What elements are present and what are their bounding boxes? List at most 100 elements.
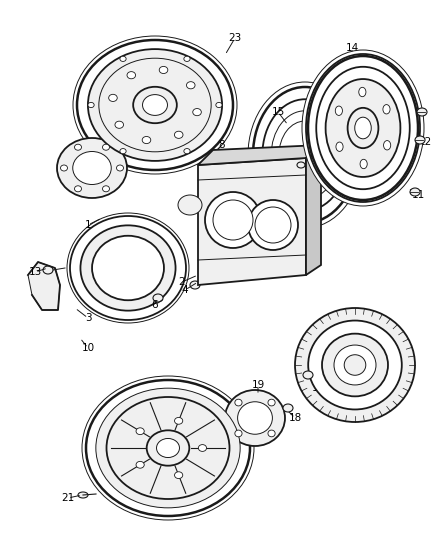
- Ellipse shape: [248, 82, 362, 228]
- Text: 14: 14: [346, 43, 359, 53]
- Ellipse shape: [308, 320, 402, 409]
- Ellipse shape: [184, 56, 190, 61]
- Ellipse shape: [142, 94, 167, 116]
- Ellipse shape: [136, 428, 144, 434]
- Ellipse shape: [268, 430, 275, 437]
- Ellipse shape: [360, 159, 367, 168]
- Ellipse shape: [383, 104, 390, 114]
- Text: 8: 8: [219, 140, 225, 150]
- Text: 6: 6: [152, 300, 158, 310]
- Ellipse shape: [88, 102, 94, 108]
- Ellipse shape: [235, 399, 242, 406]
- Ellipse shape: [322, 334, 388, 397]
- Ellipse shape: [43, 266, 53, 274]
- Text: 9: 9: [182, 203, 188, 213]
- Text: 2: 2: [179, 277, 185, 287]
- Ellipse shape: [216, 102, 222, 108]
- Ellipse shape: [359, 87, 366, 96]
- Text: 21: 21: [61, 493, 74, 503]
- Ellipse shape: [348, 108, 378, 148]
- Text: 19: 19: [251, 380, 265, 390]
- Ellipse shape: [115, 121, 124, 128]
- Text: 4: 4: [182, 285, 188, 295]
- Ellipse shape: [415, 136, 425, 144]
- Text: 20: 20: [141, 393, 155, 403]
- Ellipse shape: [96, 388, 240, 508]
- Text: 11: 11: [411, 190, 424, 200]
- Ellipse shape: [174, 472, 183, 479]
- Ellipse shape: [316, 67, 410, 189]
- Ellipse shape: [325, 79, 400, 177]
- Polygon shape: [198, 145, 321, 165]
- Ellipse shape: [417, 108, 427, 116]
- Ellipse shape: [133, 87, 177, 123]
- Ellipse shape: [271, 111, 339, 199]
- Ellipse shape: [213, 200, 253, 240]
- Ellipse shape: [237, 402, 272, 434]
- Ellipse shape: [295, 308, 415, 422]
- Ellipse shape: [283, 404, 293, 412]
- Text: 13: 13: [28, 267, 42, 277]
- Ellipse shape: [303, 371, 313, 379]
- Ellipse shape: [81, 225, 176, 311]
- Text: 18: 18: [288, 413, 302, 423]
- Ellipse shape: [344, 355, 366, 375]
- Text: 1: 1: [85, 220, 91, 230]
- Ellipse shape: [102, 186, 110, 192]
- Ellipse shape: [297, 162, 305, 168]
- Ellipse shape: [306, 54, 420, 202]
- Text: 7: 7: [225, 153, 231, 163]
- Ellipse shape: [205, 192, 261, 248]
- Ellipse shape: [77, 40, 233, 170]
- Text: 16: 16: [408, 103, 422, 113]
- Ellipse shape: [174, 417, 183, 424]
- Ellipse shape: [106, 397, 230, 499]
- Ellipse shape: [302, 50, 424, 206]
- Ellipse shape: [384, 141, 391, 150]
- Ellipse shape: [255, 207, 291, 243]
- Ellipse shape: [311, 151, 321, 159]
- Ellipse shape: [253, 87, 357, 223]
- Ellipse shape: [99, 58, 211, 152]
- Ellipse shape: [308, 56, 418, 200]
- Ellipse shape: [117, 165, 124, 171]
- Ellipse shape: [92, 236, 164, 300]
- Ellipse shape: [73, 151, 111, 184]
- Text: 22: 22: [348, 330, 362, 340]
- Ellipse shape: [193, 109, 201, 116]
- Ellipse shape: [198, 445, 207, 451]
- Text: 12: 12: [418, 137, 431, 147]
- Ellipse shape: [120, 56, 126, 61]
- Ellipse shape: [184, 149, 190, 154]
- Ellipse shape: [147, 430, 189, 466]
- Ellipse shape: [159, 67, 168, 74]
- Text: 15: 15: [272, 107, 285, 117]
- Ellipse shape: [78, 492, 88, 498]
- Ellipse shape: [190, 281, 200, 289]
- Ellipse shape: [60, 165, 67, 171]
- Polygon shape: [28, 262, 60, 310]
- Ellipse shape: [334, 345, 376, 385]
- Ellipse shape: [109, 94, 117, 101]
- Ellipse shape: [248, 200, 298, 250]
- Ellipse shape: [262, 99, 348, 211]
- Ellipse shape: [235, 430, 242, 437]
- Text: 10: 10: [81, 343, 95, 353]
- Ellipse shape: [410, 188, 420, 196]
- Ellipse shape: [136, 462, 144, 468]
- Ellipse shape: [178, 195, 202, 215]
- Ellipse shape: [57, 138, 127, 198]
- Ellipse shape: [355, 117, 371, 139]
- Text: 5: 5: [302, 243, 308, 253]
- Ellipse shape: [74, 186, 81, 192]
- Ellipse shape: [225, 390, 285, 446]
- Ellipse shape: [70, 216, 186, 320]
- Ellipse shape: [120, 149, 126, 154]
- Ellipse shape: [142, 136, 151, 143]
- Ellipse shape: [187, 82, 195, 89]
- Ellipse shape: [127, 71, 136, 79]
- Ellipse shape: [268, 399, 275, 406]
- Ellipse shape: [102, 144, 110, 150]
- Ellipse shape: [279, 121, 331, 189]
- Ellipse shape: [88, 49, 222, 161]
